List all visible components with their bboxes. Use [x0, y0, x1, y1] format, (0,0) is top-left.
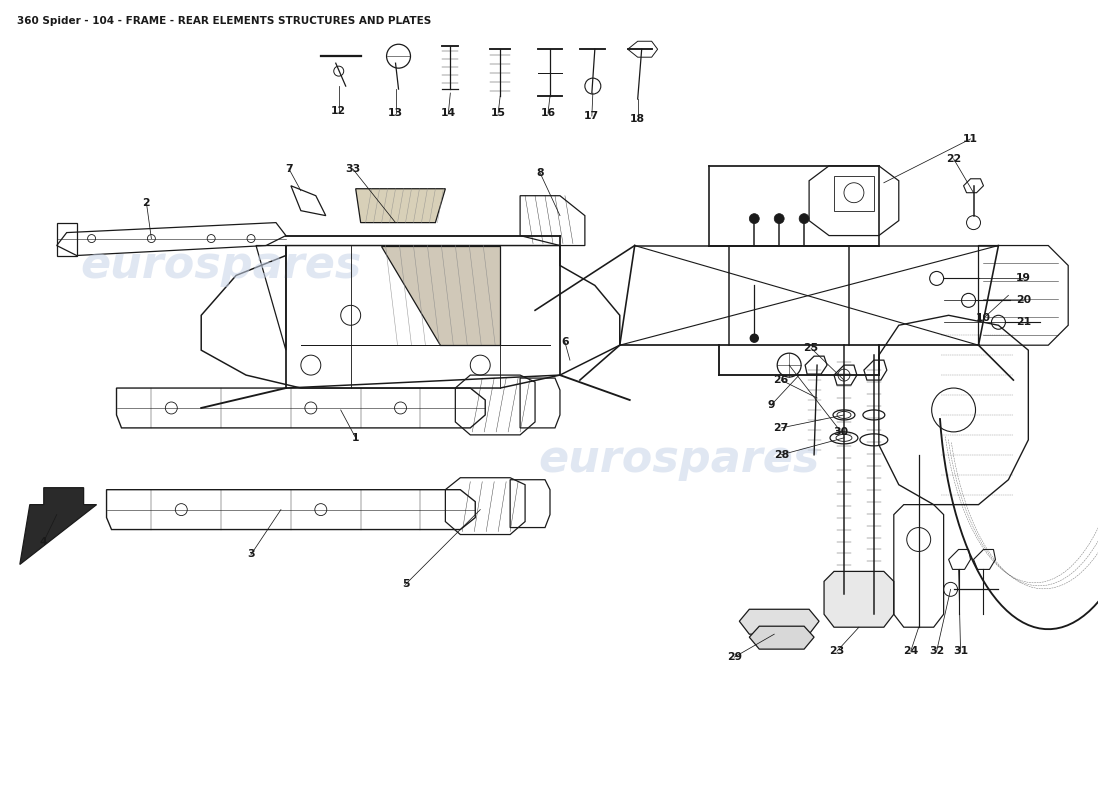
Text: eurospares: eurospares: [80, 244, 362, 287]
Text: 15: 15: [491, 108, 506, 118]
Polygon shape: [355, 189, 446, 222]
Text: 9: 9: [768, 400, 776, 410]
Polygon shape: [824, 571, 894, 627]
Text: 5: 5: [402, 579, 409, 590]
Text: 23: 23: [829, 646, 845, 656]
Polygon shape: [739, 610, 820, 634]
Text: 1: 1: [352, 433, 360, 443]
Text: 8: 8: [537, 168, 543, 178]
Text: 14: 14: [441, 108, 455, 118]
Polygon shape: [381, 246, 500, 345]
Text: 26: 26: [773, 375, 789, 385]
Text: 24: 24: [903, 646, 918, 656]
Text: 10: 10: [976, 314, 991, 323]
Polygon shape: [749, 626, 814, 649]
Circle shape: [749, 214, 759, 224]
Text: 32: 32: [930, 646, 944, 656]
Text: 33: 33: [345, 164, 361, 174]
Text: 18: 18: [630, 114, 646, 124]
Text: 6: 6: [561, 338, 569, 347]
Text: 360 Spider - 104 - FRAME - REAR ELEMENTS STRUCTURES AND PLATES: 360 Spider - 104 - FRAME - REAR ELEMENTS…: [16, 16, 431, 26]
Text: 25: 25: [803, 343, 818, 353]
Circle shape: [799, 214, 810, 224]
Text: 7: 7: [285, 164, 293, 174]
Circle shape: [750, 334, 758, 342]
Text: 16: 16: [540, 108, 556, 118]
Text: 30: 30: [834, 427, 848, 437]
Text: 12: 12: [331, 106, 346, 116]
Circle shape: [774, 214, 784, 224]
Text: 29: 29: [727, 652, 741, 662]
Text: 19: 19: [1016, 274, 1031, 283]
Text: eurospares: eurospares: [539, 438, 821, 482]
Text: 13: 13: [388, 108, 403, 118]
Text: 11: 11: [962, 134, 978, 144]
Text: 20: 20: [1015, 295, 1031, 306]
Text: 22: 22: [946, 154, 961, 164]
Text: 4: 4: [40, 537, 47, 546]
Text: 2: 2: [143, 198, 151, 208]
Text: 21: 21: [1015, 318, 1031, 327]
Polygon shape: [20, 488, 97, 565]
Text: 28: 28: [773, 450, 789, 460]
Text: 17: 17: [584, 111, 600, 121]
Text: 27: 27: [773, 423, 789, 433]
Text: 31: 31: [953, 646, 968, 656]
Text: 3: 3: [248, 550, 255, 559]
